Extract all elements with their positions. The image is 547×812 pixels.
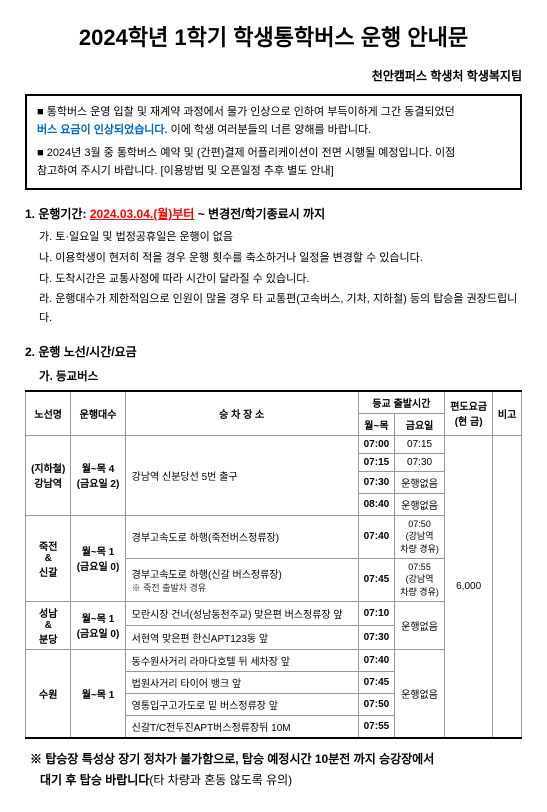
count-seongnam: 월~목 1 (금요일 0) [71,601,125,649]
fare-cell: 6,000 [445,435,493,738]
jukjeon-t1-mt: 07:40 [358,515,394,558]
gangnam-t1-mt: 07:00 [358,435,394,453]
gangnam-t4-fri: 운행없음 [395,493,445,515]
th-count: 운행대수 [71,391,125,436]
footer-line2-rest: (타 차량과 혼동 않도록 유의) [149,773,292,787]
th-stop: 승 차 장 소 [125,391,358,436]
gangnam-t2-fri: 07:30 [395,453,445,471]
notice-1-rest: 이에 학생 여러분들의 너른 양해를 바랍니다. [168,124,372,136]
notice-2: ■ 2024년 3월 중 통학버스 예약 및 (간편)결제 어플리케이션이 전면… [37,145,510,180]
stop-jukjeon2-main: 경부고속도로 하행(신갈 버스정류장) [132,570,282,581]
stop-seongnam1: 모란시장 건너(성남동천주교) 맞은편 버스정류장 앞 [125,601,358,625]
seongnam-t1-mt: 07:10 [358,601,394,625]
gangnam-t1-fri: 07:15 [395,435,445,453]
seongnam-fri: 운행없음 [395,601,445,649]
section2-sub-a: 가. 등교버스 [25,368,522,384]
jukjeon-t1-fri: 07:50 (강남역 차량 경유) [395,515,445,558]
suwon-t1-mt: 07:40 [358,649,394,671]
th-route: 노선명 [26,391,71,436]
notice-2-line2: 참고하여 주시기 바랍니다. [이용방법 및 오픈일정 추후 별도 안내] [37,165,334,177]
suwon-t3-mt: 07:50 [358,693,394,715]
gangnam-t3-fri: 운행없음 [395,471,445,493]
jukjeon-t2-fri: 07:55 (강남역 차량 경유) [395,558,445,601]
section1-item-c: 다. 도착시간은 교통사정에 따라 시간이 달라질 수 있습니다. [39,270,522,289]
footer-note: ※ 탑승장 특성상 장기 정차가 불가함으로, 탑승 예정시간 10분전 까지 … [25,749,522,792]
notice-1-blue: 버스 요금이 인상되었습니다. [37,124,168,136]
stop-seongnam2: 서현역 맞은편 한신APT123동 앞 [125,625,358,649]
note-cell [493,435,522,738]
section1-item-d: 라. 운행대수가 제한적임으로 인원이 많을 경우 타 교통편(고속버스, 기차… [39,290,522,327]
stop-suwon1: 동수원사거리 라마다호텔 뒤 세차장 앞 [125,649,358,671]
route-jukjeon: 죽전 & 신갈 [26,515,71,601]
footer-line1: ※ 탑승장 특성상 장기 정차가 불가함으로, 탑승 예정시간 10분전 까지 … [30,752,434,766]
section1-label: 1. 운행기간: [25,207,90,221]
footer-line2-bold: 대기 후 탑승 바랍니다 [40,773,149,787]
notice-1-line1: ■ 통학버스 운영 입찰 및 재계약 과정에서 물가 인상으로 인하여 부득이하… [37,106,455,118]
th-depart: 등교 출발시간 [358,391,444,414]
jukjeon-t2-mt: 07:45 [358,558,394,601]
section1-heading: 1. 운행기간: 2024.03.04.(월)부터 ~ 변경전/학기종료시 까지 [25,205,522,222]
stop-suwon2: 법원사거리 타이어 뱅크 앞 [125,671,358,693]
gangnam-t3-mt: 07:30 [358,471,394,493]
count-jukjeon: 월~목 1 (금요일 0) [71,515,125,601]
section1-list: 가. 토·일요일 및 법정공휴일은 운행이 없음 나. 이용학생이 현저히 적을… [25,228,522,327]
th-note: 비고 [493,391,522,436]
suwon-t2-mt: 07:45 [358,671,394,693]
section1-item-a: 가. 토·일요일 및 법정공휴일은 운행이 없음 [39,228,522,247]
notice-2-line1: ■ 2024년 3월 중 통학버스 예약 및 (간편)결제 어플리케이션이 전면… [37,147,455,159]
section1-item-b: 나. 이용학생이 현저히 적을 경우 운행 횟수를 축소하거나 일정을 변경할 … [39,249,522,268]
suwon-fri: 운행없음 [395,649,445,738]
page-subtitle: 천안캠퍼스 학생처 학생복지팀 [25,67,522,84]
gangnam-t4-mt: 08:40 [358,493,394,515]
stop-suwon3: 영통입구고가도로 밑 버스정류장 앞 [125,693,358,715]
stop-gangnam: 강남역 신분당선 5번 출구 [125,435,358,515]
seongnam-t2-mt: 07:30 [358,625,394,649]
th-mon-thu: 월~목 [358,413,394,435]
stop-jukjeon1: 경부고속도로 하행(죽전버스정류장) [125,515,358,558]
count-suwon: 월~목 1 [71,649,125,738]
section1-period-rest: ~ 변경전/학기종료시 까지 [194,207,325,221]
notice-1: ■ 통학버스 운영 입찰 및 재계약 과정에서 물가 인상으로 인하여 부득이하… [37,104,510,139]
page-title: 2024학년 1학기 학생통학버스 운행 안내문 [25,20,522,52]
th-fare: 편도요금 (현 금) [445,391,493,436]
section2-heading: 2. 운행 노선/시간/요금 [25,343,522,360]
stop-suwon4: 신갈T/C전두진APT버스정류장뒤 10M [125,715,358,738]
section1-period-red: 2024.03.04.(월)부터 [90,207,195,221]
route-seongnam: 성남 & 분당 [26,601,71,649]
gangnam-t2-mt: 07:15 [358,453,394,471]
count-gangnam: 월~목 4 (금요일 2) [71,435,125,515]
schedule-table: 노선명 운행대수 승 차 장 소 등교 출발시간 편도요금 (현 금) 비고 월… [25,390,522,739]
route-gangnam: (지하철) 강남역 [26,435,71,515]
suwon-t4-mt: 07:55 [358,715,394,738]
stop-jukjeon2: 경부고속도로 하행(신갈 버스정류장) ※ 죽전 출발차 경유 [125,558,358,601]
route-suwon: 수원 [26,649,71,738]
th-fri: 금요일 [395,413,445,435]
stop-jukjeon2-note: ※ 죽전 출발차 경유 [132,583,206,593]
notice-box: ■ 통학버스 운영 입찰 및 재계약 과정에서 물가 인상으로 인하여 부득이하… [25,94,522,190]
